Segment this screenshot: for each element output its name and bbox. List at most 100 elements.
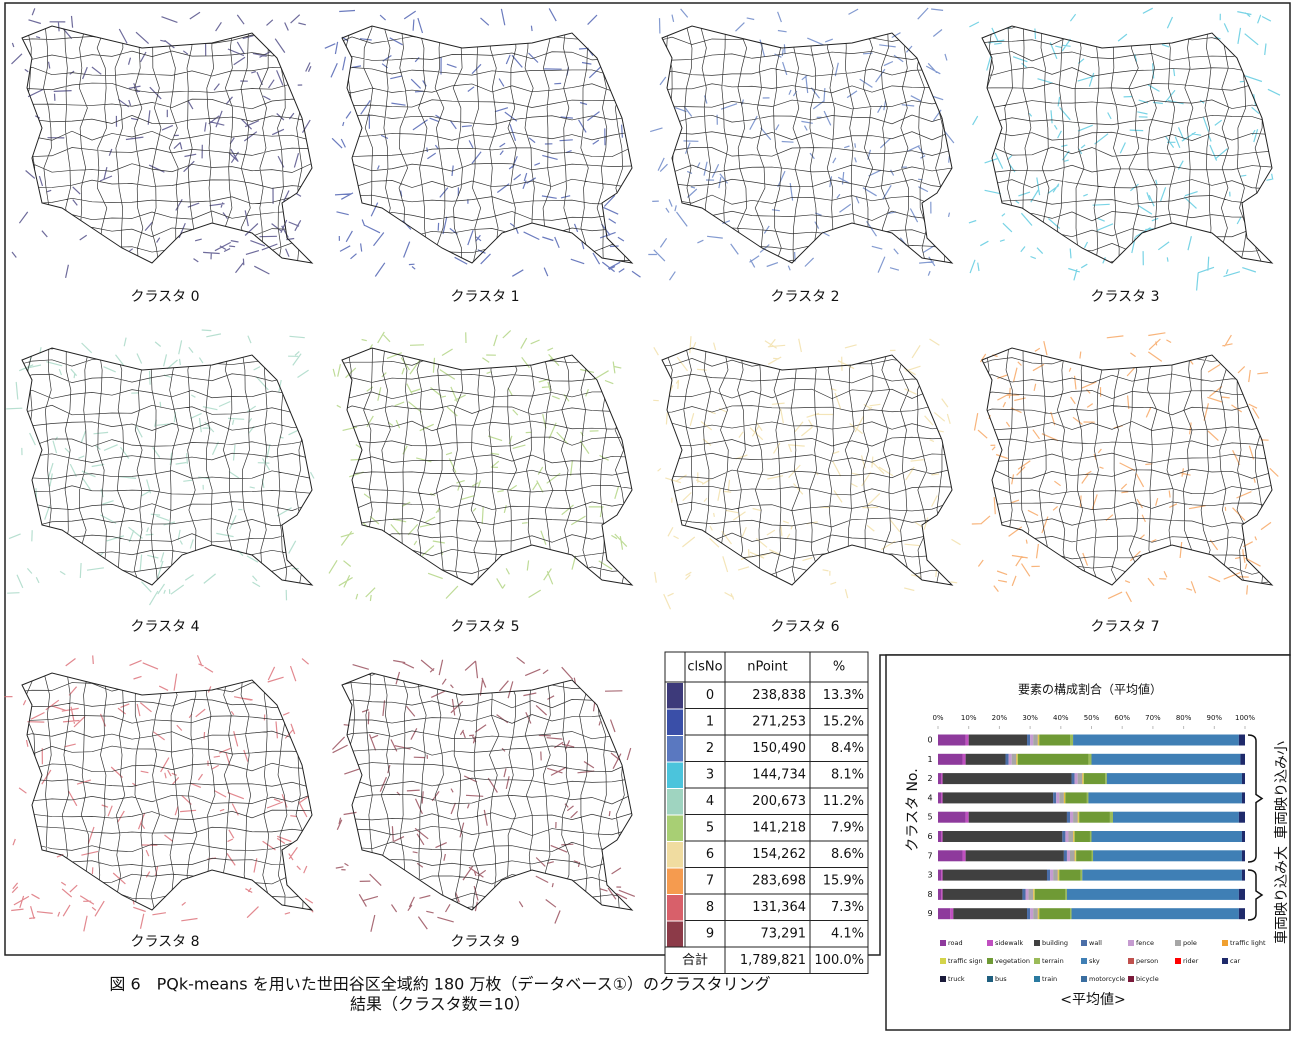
table-cell: 15.2% xyxy=(823,714,864,729)
bar-segment xyxy=(1038,908,1039,919)
legend-label: sidewalk xyxy=(995,939,1023,947)
legend-swatch xyxy=(1222,940,1228,946)
legend-label: building xyxy=(1042,939,1068,947)
y-tick-label: 8 xyxy=(927,890,932,899)
map-label: クラスタ 5 xyxy=(450,619,519,635)
bar-segment xyxy=(1081,870,1083,881)
map-label: クラスタ 7 xyxy=(1090,619,1159,635)
bar-segment xyxy=(938,735,966,746)
bar-segment xyxy=(1070,735,1073,746)
table-cell: 8.4% xyxy=(831,741,864,756)
table-total: 100.0% xyxy=(814,953,864,968)
bar-segment xyxy=(1025,889,1028,900)
table-cell: 9 xyxy=(706,926,714,941)
map-cluster-roads xyxy=(969,8,1280,290)
bar-segment xyxy=(1038,735,1039,746)
map-cluster-roads xyxy=(325,8,641,277)
bar-segment xyxy=(1075,831,1090,842)
map-label: クラスタ 9 xyxy=(450,934,519,950)
map-districts xyxy=(7,650,312,915)
bar-segment xyxy=(1078,812,1079,823)
bar-segment xyxy=(963,850,966,861)
bar-segment xyxy=(1072,908,1239,919)
y-tick-label: 1 xyxy=(927,755,932,764)
map-districts xyxy=(967,3,1272,268)
map-grid xyxy=(648,325,952,590)
map-panel xyxy=(648,325,961,609)
map-panel xyxy=(328,650,635,931)
bar-segment xyxy=(1062,831,1065,842)
map-label: クラスタ 8 xyxy=(130,934,199,950)
bar-segment xyxy=(1073,735,1239,746)
bar-segment xyxy=(1242,831,1245,842)
bar-segment xyxy=(943,831,1063,842)
bar-segment xyxy=(1027,735,1030,746)
map-districts xyxy=(7,3,312,268)
legend-swatch xyxy=(1128,958,1134,964)
bar-segment xyxy=(1239,735,1245,746)
caption-line: 結果（クラスタ数＝10） xyxy=(350,995,530,1014)
bar-segment xyxy=(938,812,966,823)
bar-segment xyxy=(966,850,1064,861)
bar-segment xyxy=(1239,889,1245,900)
color-swatch xyxy=(667,710,683,736)
x-tick-label: 20% xyxy=(992,714,1008,722)
bar-segment xyxy=(1033,735,1038,746)
bar-segment xyxy=(1034,889,1035,900)
table-cell: 4.1% xyxy=(831,926,864,941)
y-tick-label: 9 xyxy=(927,909,932,918)
bar-segment xyxy=(1087,792,1089,803)
bar-segment xyxy=(1022,889,1025,900)
legend-label: pole xyxy=(1183,939,1197,947)
bar-segment xyxy=(969,812,1067,823)
bar-segment xyxy=(1079,812,1110,823)
map-districts xyxy=(967,325,1272,592)
color-swatch xyxy=(667,683,683,709)
map-grid xyxy=(7,3,312,268)
table-cell: 200,673 xyxy=(752,794,806,809)
map-cluster-roads xyxy=(329,331,627,602)
table-cell: 271,253 xyxy=(752,714,806,729)
bar-segment xyxy=(1067,812,1070,823)
bar-segment xyxy=(1038,908,1039,919)
bar-segment xyxy=(938,908,950,919)
bar-segment xyxy=(1078,773,1083,784)
bar-segment xyxy=(1092,754,1241,765)
group-label: 車両映り込み大 xyxy=(1273,846,1290,944)
map-grid xyxy=(328,650,632,916)
bar-segment xyxy=(941,773,943,784)
x-tick-label: 70% xyxy=(1145,714,1161,722)
table-header: clsNo xyxy=(687,660,722,675)
color-swatch xyxy=(667,895,683,921)
map-outline xyxy=(342,673,632,910)
bar-segment xyxy=(1065,889,1067,900)
bar-segment xyxy=(1093,850,1242,861)
map-outline xyxy=(662,26,952,263)
bar-segment xyxy=(1070,850,1075,861)
bar-segment xyxy=(1030,908,1033,919)
legend-swatch xyxy=(1175,958,1181,964)
bar-segment xyxy=(1083,773,1084,784)
map-panel xyxy=(967,3,1280,290)
bar-segment xyxy=(1075,850,1076,861)
bar-segment xyxy=(1058,870,1059,881)
table-cell: 1 xyxy=(706,714,714,729)
bar-segment xyxy=(1027,908,1030,919)
table-cell: 11.2% xyxy=(823,794,864,809)
legend-label: sky xyxy=(1089,957,1100,965)
bar-segment xyxy=(1033,889,1034,900)
x-tick-label: 50% xyxy=(1084,714,1100,722)
bar-segment xyxy=(1064,792,1065,803)
legend-label: motorcycle xyxy=(1089,975,1125,983)
table-cell: 7.3% xyxy=(831,900,864,915)
map-cluster-roads xyxy=(972,333,1279,602)
legend-label: vegetation xyxy=(995,957,1030,965)
map-districts xyxy=(328,4,632,269)
color-swatch xyxy=(667,816,683,842)
bar-segment xyxy=(1047,870,1050,881)
table-cell: 238,838 xyxy=(752,688,806,703)
table-cell: 0 xyxy=(706,688,714,703)
legend-label: road xyxy=(948,939,963,947)
table-cell: 5 xyxy=(706,820,714,835)
